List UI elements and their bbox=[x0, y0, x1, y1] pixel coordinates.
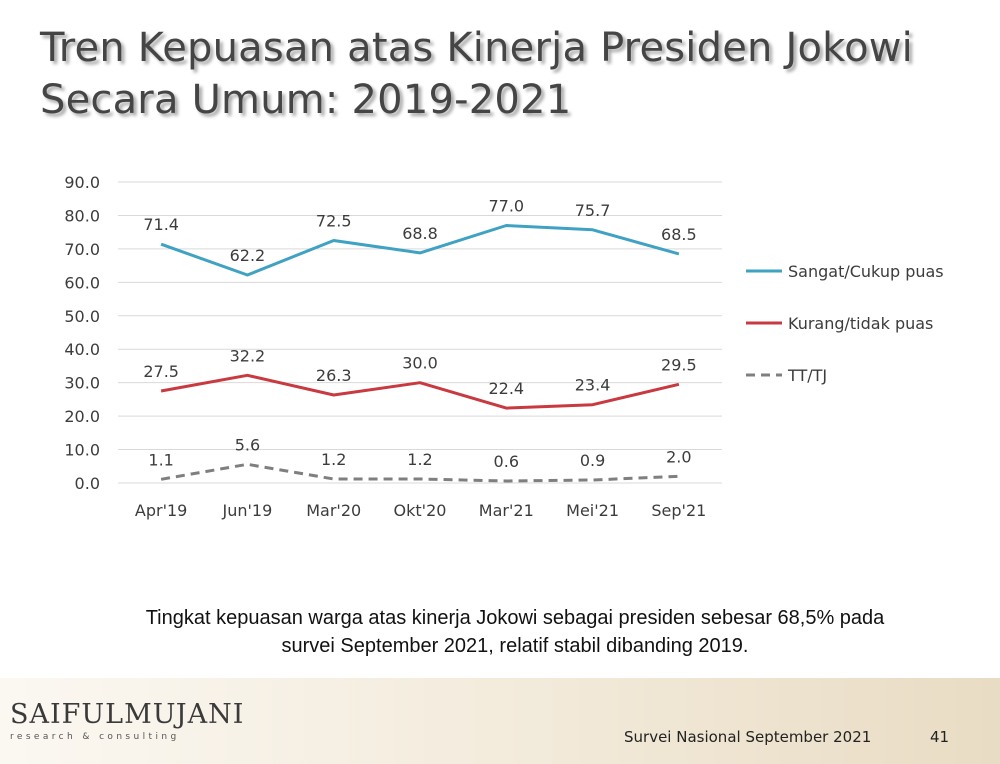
title-line-1: Tren Kepuasan atas Kinerja Presiden Joko… bbox=[40, 25, 913, 71]
data-label: 68.8 bbox=[402, 224, 438, 243]
x-tick-label: Jun'19 bbox=[222, 501, 273, 520]
y-tick-label: 80.0 bbox=[64, 206, 100, 225]
series-line bbox=[160, 224, 680, 277]
data-label: 68.5 bbox=[661, 225, 697, 244]
x-tick-label: Apr'19 bbox=[135, 501, 187, 520]
data-label: 71.4 bbox=[143, 215, 179, 234]
line-chart: 0.0 10.0 20.0 30.0 40.0 50.0 60.0 70.0 80.0 90.0 A… bbox=[64, 173, 944, 520]
data-label: 1.2 bbox=[407, 450, 432, 469]
survey-label: Survei Nasional September 2021 bbox=[624, 728, 872, 746]
caption-line-1: Tingkat kepuasan warga atas kinerja Joko… bbox=[145, 607, 885, 629]
y-tick-label: 20.0 bbox=[64, 407, 100, 426]
y-tick-label: 10.0 bbox=[64, 441, 100, 460]
y-tick-label: 30.0 bbox=[64, 374, 100, 393]
y-tick-label: 60.0 bbox=[64, 273, 100, 292]
data-label: 77.0 bbox=[488, 196, 524, 215]
data-label: 5.6 bbox=[235, 435, 260, 454]
series-line bbox=[160, 462, 679, 483]
legend-label: Sangat/Cukup puas bbox=[788, 262, 944, 281]
data-label: 0.9 bbox=[580, 451, 605, 470]
logo-name: SAIFULMUJANI bbox=[10, 699, 245, 730]
data-label: 26.3 bbox=[316, 366, 352, 385]
y-tick-label: 90.0 bbox=[64, 173, 100, 192]
legend-label: Kurang/tidak puas bbox=[788, 314, 933, 333]
y-tick-label: 70.0 bbox=[64, 240, 100, 259]
y-tick-label: 40.0 bbox=[64, 340, 100, 359]
chart-caption: Tingkat kepuasan warga atas kinerja Joko… bbox=[60, 604, 970, 660]
x-tick-label: Mar'20 bbox=[306, 501, 361, 520]
y-tick-label: 50.0 bbox=[64, 307, 100, 326]
x-tick-label: Mar'21 bbox=[479, 501, 534, 520]
data-label: 2.0 bbox=[666, 447, 691, 466]
x-tick-label: Mei'21 bbox=[566, 501, 619, 520]
data-label: 62.2 bbox=[230, 246, 266, 265]
company-logo: SAIFULMUJANI research & consulting bbox=[10, 699, 245, 743]
page-number: 41 bbox=[930, 728, 950, 746]
legend-label: TT/TJ bbox=[787, 366, 827, 385]
data-label: 22.4 bbox=[488, 379, 524, 398]
series-line bbox=[160, 373, 680, 410]
data-label: 23.4 bbox=[575, 376, 611, 395]
data-label: 0.6 bbox=[494, 452, 519, 471]
slide-title: Tren Kepuasan atas Kinerja Presiden Joko… bbox=[40, 22, 980, 126]
footer-band bbox=[0, 678, 1000, 764]
data-label: 30.0 bbox=[402, 354, 438, 373]
data-label: 1.1 bbox=[148, 450, 173, 469]
y-tick-label: 0.0 bbox=[75, 474, 100, 493]
logo-tagline: research & consulting bbox=[10, 732, 180, 742]
data-label: 27.5 bbox=[143, 362, 179, 381]
data-label: 72.5 bbox=[316, 212, 352, 231]
data-label: 1.2 bbox=[321, 450, 346, 469]
x-tick-label: Sep'21 bbox=[651, 501, 706, 520]
data-label: 29.5 bbox=[661, 355, 697, 374]
caption-line-2: survei September 2021, relatif stabil di… bbox=[281, 635, 749, 657]
data-label: 75.7 bbox=[575, 201, 611, 220]
title-line-2: Secara Umum: 2019-2021 bbox=[40, 77, 572, 123]
x-tick-label: Okt'20 bbox=[394, 501, 447, 520]
data-label: 32.2 bbox=[230, 346, 266, 365]
